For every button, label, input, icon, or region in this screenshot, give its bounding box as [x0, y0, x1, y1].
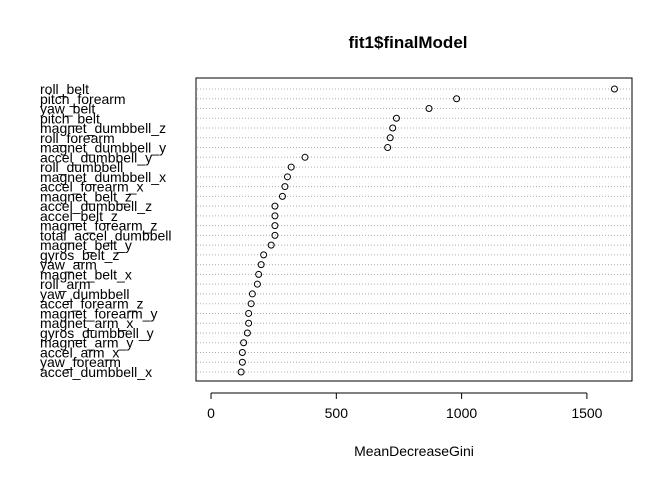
data-point	[267, 241, 275, 249]
data-point	[238, 348, 246, 356]
variable-label: magnet_dumbbell_y	[40, 140, 166, 156]
chart-title: fit1$finalModel	[348, 33, 467, 52]
data-point	[278, 192, 286, 200]
data-point	[392, 114, 400, 122]
data-point	[253, 280, 261, 288]
data-point	[247, 300, 255, 308]
data-point	[389, 124, 397, 132]
variable-label: magnet_dumbbell_z	[40, 120, 166, 136]
x-axis: 0 500 1000 1500	[207, 392, 603, 421]
variable-label: roll_dumbbell	[40, 159, 123, 175]
data-point	[240, 339, 248, 347]
data-point	[453, 95, 461, 103]
grid-lines	[197, 88, 631, 373]
variable-label: accel_forearm_x	[40, 179, 144, 195]
variable-label: accel_forearm_z	[40, 296, 144, 312]
variable-label: magnet_dumbbell_x	[40, 169, 166, 185]
variable-label: accel_arm_x	[40, 344, 119, 360]
variable-label: accel_dumbbell_z	[40, 198, 152, 214]
data-point	[248, 290, 256, 298]
data-point	[260, 251, 268, 259]
variable-label: accel_dumbbell_x	[40, 364, 152, 380]
variable-label: pitch_forearm	[40, 91, 126, 107]
x-tick-label: 1000	[446, 405, 477, 421]
data-point	[301, 153, 309, 161]
data-point	[237, 368, 245, 376]
x-tick-label: 1500	[571, 405, 602, 421]
variable-label: yaw_belt	[40, 101, 95, 117]
variable-label: magnet_arm_x	[40, 315, 133, 331]
data-point	[271, 222, 279, 230]
variable-label: yaw_dumbbell	[40, 286, 130, 302]
data-point	[384, 144, 392, 152]
data-point	[271, 212, 279, 220]
variable-label: accel_belt_z	[40, 208, 118, 224]
data-point	[281, 183, 289, 191]
variable-label: magnet_belt_x	[40, 266, 132, 282]
data-point	[238, 358, 246, 366]
variable-label: magnet_belt_y	[40, 237, 132, 253]
variable-label: accel_dumbbell_y	[40, 149, 152, 165]
variable-label: total_accel_dumbbell	[40, 227, 172, 243]
variable-label: yaw_forearm	[40, 354, 121, 370]
x-tick-label: 0	[207, 405, 215, 421]
variable-label: gyros_belt_z	[40, 247, 119, 263]
data-point	[245, 309, 253, 317]
variable-label: magnet_belt_z	[40, 188, 132, 204]
data-points	[237, 85, 618, 376]
data-point	[271, 202, 279, 210]
variable-label: roll_arm	[40, 276, 91, 292]
variable-label: gyros_dumbbell_y	[40, 325, 154, 341]
x-tick-label: 500	[325, 405, 349, 421]
data-point	[287, 163, 295, 171]
variable-label: pitch_belt	[40, 110, 100, 126]
variable-label: magnet_arm_y	[40, 335, 133, 351]
variable-labels: roll_beltpitch_forearmyaw_beltpitch_belt…	[40, 81, 172, 380]
variable-label: yaw_arm	[40, 257, 97, 273]
x-axis-label: MeanDecreaseGini	[354, 443, 474, 459]
data-point	[283, 173, 291, 181]
data-point	[255, 270, 263, 278]
data-point	[610, 85, 618, 93]
variable-label: magnet_forearm_y	[40, 305, 158, 321]
data-point	[245, 319, 253, 327]
plot-frame	[195, 77, 633, 382]
data-point	[257, 261, 265, 269]
data-point	[243, 329, 251, 337]
variable-label: roll_belt	[40, 81, 89, 97]
variable-label: magnet_forearm_z	[40, 218, 158, 234]
variable-label: roll_forearm	[40, 130, 115, 146]
data-point	[386, 134, 394, 142]
data-point	[271, 231, 279, 239]
data-point	[425, 105, 433, 113]
